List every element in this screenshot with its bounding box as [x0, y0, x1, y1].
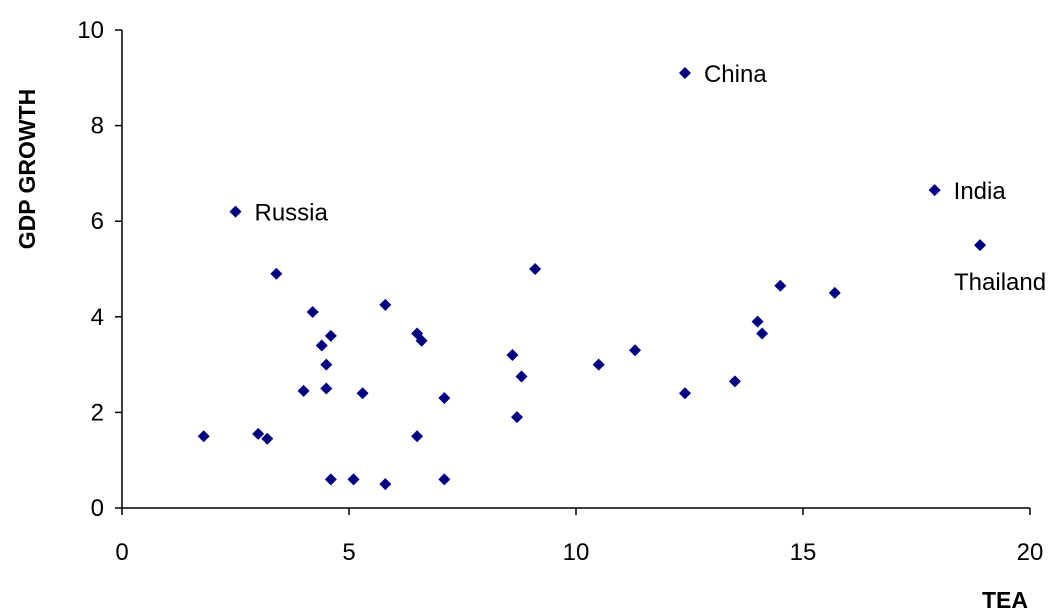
data-point: [356, 387, 369, 400]
data-point: [297, 384, 310, 397]
point-label-china: China: [704, 61, 767, 88]
data-point: [347, 473, 360, 486]
data-point: [252, 427, 265, 440]
data-point: [756, 327, 769, 340]
data-point: [261, 432, 274, 445]
data-point: [974, 239, 987, 252]
data-point: [306, 306, 319, 319]
data-point: [315, 339, 328, 352]
x-tick-label: 20: [1017, 539, 1044, 566]
point-label-russia: Russia: [255, 200, 329, 227]
data-point: [438, 473, 451, 486]
y-tick-label: 4: [91, 304, 104, 331]
data-point: [438, 392, 451, 405]
data-point: [379, 298, 392, 311]
data-point: [197, 430, 210, 443]
data-point: [320, 382, 333, 395]
point-label-thailand: Thailand: [954, 269, 1046, 296]
data-point: [751, 315, 764, 328]
data-points: [197, 67, 987, 491]
point-labels: Russia China India Thailand: [255, 61, 1047, 296]
data-point: [728, 375, 741, 388]
data-point: [678, 387, 691, 400]
y-ticks: 0 2 4 6 8 10: [77, 17, 122, 522]
y-tick-label: 2: [91, 399, 104, 426]
x-ticks: 0 5 10 15 20: [115, 508, 1043, 566]
y-axis-title: GDP GROWTH: [14, 89, 40, 250]
data-point: [506, 349, 519, 362]
data-point: [324, 473, 337, 486]
y-tick-label: 8: [91, 113, 104, 140]
data-point: [229, 205, 242, 218]
x-tick-label: 0: [115, 539, 128, 566]
y-tick-label: 10: [77, 17, 104, 44]
data-point: [324, 329, 337, 342]
data-point: [928, 184, 941, 197]
data-point: [270, 267, 283, 280]
x-tick-label: 15: [790, 539, 817, 566]
data-point: [415, 334, 428, 347]
y-tick-label: 6: [91, 208, 104, 235]
y-tick-label: 0: [91, 495, 104, 522]
data-point: [774, 279, 787, 292]
data-point: [828, 286, 841, 299]
data-point: [320, 358, 333, 371]
data-point: [411, 430, 424, 443]
data-point: [678, 67, 691, 80]
data-point: [629, 344, 642, 357]
point-label-india: India: [954, 178, 1007, 205]
data-point: [592, 358, 605, 371]
x-axis-title: TEA: [982, 587, 1028, 613]
data-point: [515, 370, 528, 383]
x-tick-label: 5: [342, 539, 355, 566]
data-point: [379, 478, 392, 491]
data-point: [510, 411, 523, 424]
x-tick-label: 10: [563, 539, 590, 566]
data-point: [529, 263, 542, 275]
